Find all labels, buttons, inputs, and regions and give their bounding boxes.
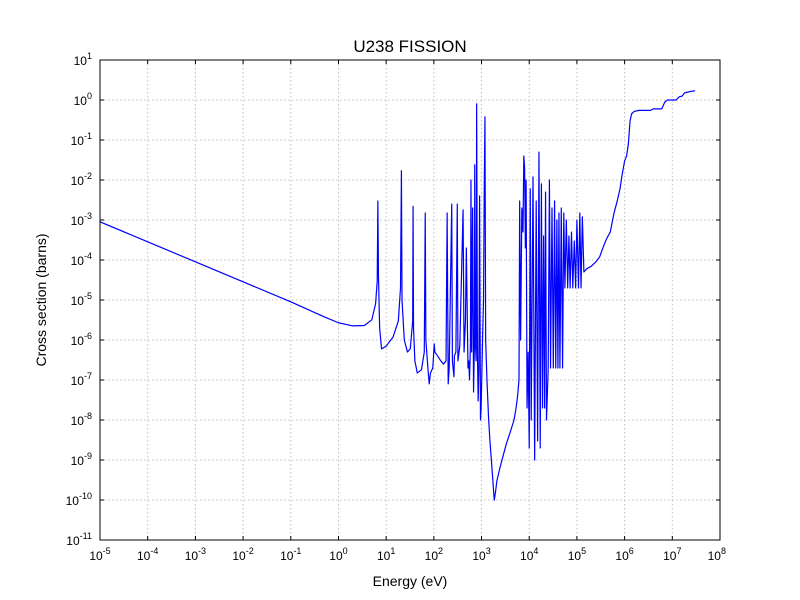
series-line <box>100 90 696 501</box>
x-tick-label-base: 10 <box>568 549 582 563</box>
x-tick-label-base: 10 <box>329 549 343 563</box>
x-tick-label-exponent: 7 <box>676 546 681 556</box>
x-tick-label-base: 10 <box>663 549 677 563</box>
y-tick-label-base: 10 <box>66 494 80 508</box>
y-tick-label: 10-4 <box>71 251 92 268</box>
x-tick-label: 10-1 <box>280 546 301 563</box>
y-tick-label-base: 10 <box>71 174 85 188</box>
y-tick-label-exponent: -4 <box>84 251 92 261</box>
x-tick-label-exponent: 5 <box>581 546 586 556</box>
y-tick-label-exponent: -1 <box>84 131 92 141</box>
y-tick-label-base: 10 <box>74 94 88 108</box>
x-tick-label: 10-5 <box>89 546 110 563</box>
plot-layer <box>100 90 696 501</box>
y-tick-label: 10-6 <box>71 331 92 348</box>
y-tick-label: 10-9 <box>71 451 92 468</box>
x-tick-label: 10-3 <box>185 546 206 563</box>
y-tick-label: 10-1 <box>71 131 92 148</box>
x-tick-label-exponent: -1 <box>293 546 301 556</box>
y-tick-label-exponent: -7 <box>84 371 92 381</box>
y-tick-label-exponent: 1 <box>87 51 92 61</box>
x-tick-label-exponent: 6 <box>629 546 634 556</box>
y-tick-label-exponent: -3 <box>84 211 92 221</box>
y-tick-label-base: 10 <box>71 294 85 308</box>
x-tick-label-base: 10 <box>185 549 199 563</box>
x-tick-label-exponent: 8 <box>721 546 726 556</box>
x-tick-label-base: 10 <box>520 549 534 563</box>
y-tick-label-exponent: -5 <box>84 291 92 301</box>
x-tick-label-exponent: -3 <box>198 546 206 556</box>
x-tick-label-exponent: -5 <box>103 546 111 556</box>
y-tick-label-base: 10 <box>71 134 85 148</box>
x-tick-label: 104 <box>520 546 538 563</box>
y-tick-label: 10-11 <box>66 531 92 548</box>
y-tick-label-exponent: -10 <box>79 491 92 501</box>
y-tick-label: 10-5 <box>71 291 92 308</box>
y-tick-label: 101 <box>74 51 92 68</box>
x-tick-label-base: 10 <box>89 549 103 563</box>
x-tick-label: 100 <box>329 546 347 563</box>
y-tick-label-base: 10 <box>71 414 85 428</box>
x-tick-label-exponent: 4 <box>533 546 538 556</box>
x-tick-label-base: 10 <box>708 549 722 563</box>
y-tick-label: 10-3 <box>71 211 92 228</box>
x-tick-label: 101 <box>377 546 395 563</box>
y-tick-label-base: 10 <box>71 374 85 388</box>
y-tick-label: 10-7 <box>71 371 92 388</box>
x-tick-label: 105 <box>568 546 586 563</box>
x-tick-label-base: 10 <box>615 549 629 563</box>
x-tick-label: 103 <box>472 546 490 563</box>
y-tick-label-base: 10 <box>66 534 80 548</box>
x-tick-label-base: 10 <box>280 549 294 563</box>
x-tick-label-base: 10 <box>425 549 439 563</box>
y-axis-label: Cross section (barns) <box>33 233 49 366</box>
y-tick-label-exponent: -11 <box>80 531 92 541</box>
y-tick-label-exponent: -2 <box>84 171 92 181</box>
y-tick-label-base: 10 <box>71 254 85 268</box>
x-tick-label: 108 <box>708 546 726 563</box>
y-tick-label-exponent: -6 <box>84 331 92 341</box>
y-tick-label-base: 10 <box>71 454 85 468</box>
x-tick-label: 10-4 <box>137 546 158 563</box>
x-tick-label-exponent: 1 <box>390 546 395 556</box>
tick-layer: 10-5 10-4 10-3 10-2 10-1 100 101 102 103 104 105 10… <box>66 51 726 563</box>
chart-title: U238 FISSION <box>353 37 466 56</box>
x-tick-label-exponent: 3 <box>486 546 491 556</box>
x-tick-label: 102 <box>425 546 443 563</box>
y-tick-label-exponent: 0 <box>87 91 92 101</box>
y-tick-label: 100 <box>74 91 92 108</box>
x-tick-label-exponent: 2 <box>438 546 443 556</box>
x-tick-label: 107 <box>663 546 681 563</box>
x-tick-label: 10-2 <box>232 546 253 563</box>
x-tick-label-base: 10 <box>137 549 151 563</box>
y-tick-label-exponent: -8 <box>84 411 92 421</box>
y-tick-label: 10-10 <box>66 491 92 508</box>
y-tick-label-base: 10 <box>71 214 85 228</box>
x-axis-label: Energy (eV) <box>373 573 448 589</box>
x-tick-label-base: 10 <box>232 549 246 563</box>
x-tick-label-exponent: -4 <box>150 546 158 556</box>
y-tick-label-base: 10 <box>71 334 85 348</box>
grid-layer <box>100 60 720 540</box>
x-tick-label-base: 10 <box>472 549 486 563</box>
y-tick-label-exponent: -9 <box>84 451 92 461</box>
x-tick-label-exponent: 0 <box>343 546 348 556</box>
x-tick-label: 106 <box>615 546 633 563</box>
y-tick-label: 10-8 <box>71 411 92 428</box>
x-tick-label-base: 10 <box>377 549 391 563</box>
y-tick-label: 10-2 <box>71 171 92 188</box>
x-tick-label-exponent: -2 <box>246 546 254 556</box>
y-tick-label-base: 10 <box>74 54 88 68</box>
